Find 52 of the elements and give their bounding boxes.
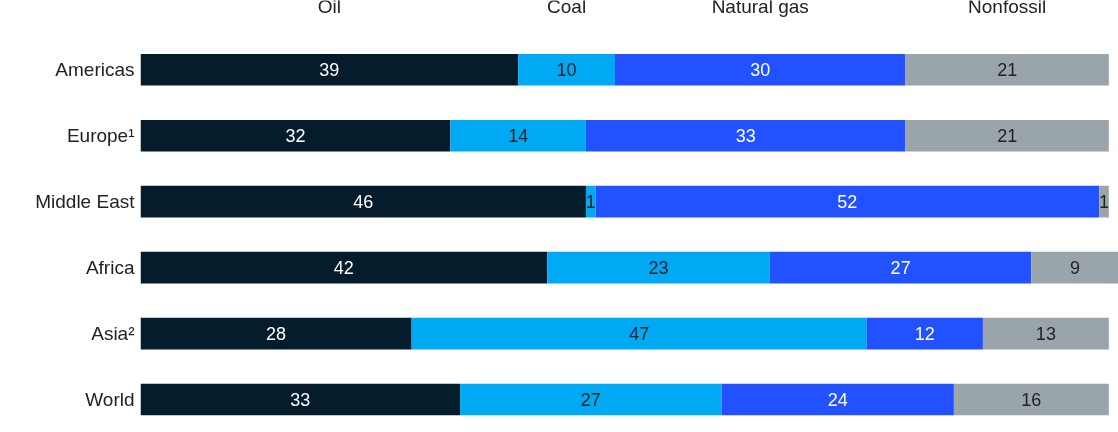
y-tick-label: Middle East <box>35 191 136 213</box>
data-label: 10 <box>556 60 577 81</box>
bar <box>140 251 548 284</box>
data-label: 13 <box>1035 324 1056 345</box>
bar <box>140 119 451 152</box>
data-label: 52 <box>837 192 858 213</box>
bar <box>411 317 867 350</box>
data-label: 32 <box>285 126 306 147</box>
y-tick-label: Europe¹ <box>66 125 135 147</box>
data-label: 46 <box>353 192 374 213</box>
data-label: 39 <box>319 60 340 81</box>
data-label: 21 <box>997 60 1018 81</box>
y-tick-label: World <box>85 389 135 411</box>
bar <box>595 185 1100 218</box>
bar <box>1031 251 1118 284</box>
bar <box>585 119 906 152</box>
data-label: 12 <box>914 324 935 345</box>
data-label: 42 <box>333 258 354 279</box>
data-label: 27 <box>890 258 911 279</box>
bar <box>140 383 461 416</box>
bar <box>614 53 906 86</box>
bar <box>905 119 1109 152</box>
data-label: 27 <box>580 390 601 411</box>
bar <box>866 317 983 350</box>
bar <box>953 383 1109 416</box>
data-label: 1 <box>1098 192 1109 213</box>
data-label: 33 <box>735 126 756 147</box>
bar <box>518 53 615 86</box>
bar <box>982 317 1109 350</box>
data-label: 9 <box>1069 258 1080 279</box>
y-tick-label: Americas <box>55 59 135 81</box>
bar <box>450 119 586 152</box>
bar <box>721 383 954 416</box>
data-label: 21 <box>997 126 1018 147</box>
bar <box>905 53 1109 86</box>
bar <box>460 383 722 416</box>
y-tick-label: Africa <box>85 257 135 279</box>
data-label: 28 <box>266 324 287 345</box>
data-label: 1 <box>585 192 596 213</box>
bar <box>140 185 586 218</box>
data-label: 30 <box>750 60 771 81</box>
y-tick-label: Asia² <box>91 323 135 345</box>
bar <box>140 53 519 86</box>
data-label: 47 <box>629 324 650 345</box>
data-label: 23 <box>648 258 669 279</box>
data-label: 16 <box>1021 390 1042 411</box>
data-label: 14 <box>508 126 529 147</box>
bar <box>769 251 1032 284</box>
data-label: 24 <box>827 390 848 411</box>
data-label: 33 <box>290 390 311 411</box>
bar <box>547 251 770 284</box>
bar <box>140 317 412 350</box>
